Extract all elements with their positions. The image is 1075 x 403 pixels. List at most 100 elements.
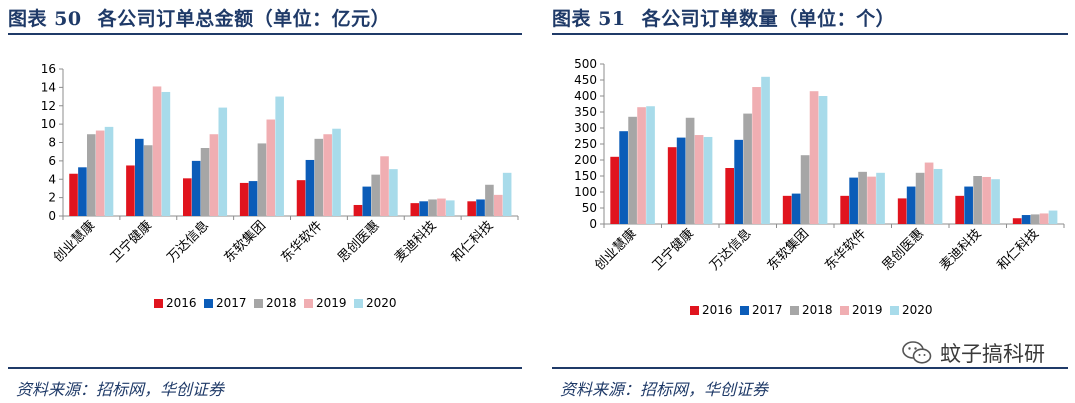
- legend-swatch-2016: [154, 299, 163, 308]
- x-tick-label: 万达信息: [164, 218, 212, 266]
- bar-2020-东华软件: [332, 128, 341, 216]
- x-tick-label: 东华软件: [278, 218, 325, 265]
- bar-2018-万达信息: [743, 113, 752, 224]
- legend-swatch-2019: [840, 306, 849, 315]
- bar-2016-思创医惠: [353, 204, 363, 216]
- bar-2017-思创医惠: [906, 186, 916, 224]
- bar-2018-东软集团: [257, 143, 267, 216]
- bar-2020-思创医惠: [389, 169, 398, 216]
- watermark-text: 蚊子搞科研: [940, 342, 1045, 366]
- x-tick-label: 和仁科技: [449, 218, 496, 265]
- right-panel: 图表 51 各公司订单数量（单位：个） 0 50 100 150 200 250 300 35…: [552, 0, 1068, 403]
- bar-2019-万达信息: [209, 134, 219, 216]
- bar-2020-和仁科技: [502, 172, 512, 216]
- x-tick-label: 麦迪科技: [392, 218, 439, 265]
- bar-2019-卫宁健康: [152, 86, 162, 216]
- legend-swatch-2020: [890, 306, 899, 315]
- bar-2017-东软集团: [248, 181, 258, 216]
- right-chart: 0 50 100 150 200 250 300 350 400 450 500 创业慧康 卫宁健康 万达…: [574, 57, 1065, 317]
- x-tick-label: 东软集团: [764, 226, 812, 274]
- bar-2017-和仁科技: [476, 199, 485, 216]
- bar-2017-麦迪科技: [964, 186, 973, 224]
- bar-2018-东华软件: [858, 171, 867, 224]
- y-tick-label: 6: [48, 154, 56, 168]
- x-tick-label: 东华软件: [822, 226, 869, 273]
- bar-2019-和仁科技: [1039, 213, 1049, 224]
- x-tick-label: 创业慧康: [50, 218, 98, 266]
- bar-2016-卫宁健康: [667, 147, 677, 224]
- left-chart: 0 2 4 6 8 10 12 14 16 创业慧康 卫宁健康 万达信息 东软集团 东华软件 思创医惠 麦迪科…: [41, 62, 519, 310]
- legend-label-2019: 2019: [852, 303, 883, 317]
- bar-2019-东软集团: [266, 119, 276, 216]
- y-tick-label: 0: [48, 209, 56, 223]
- bar-2017-东软集团: [791, 193, 801, 224]
- x-tick-label: 和仁科技: [995, 226, 1042, 273]
- bar-2019-思创医惠: [924, 162, 934, 224]
- y-tick-label: 14: [41, 80, 56, 94]
- bar-2016-东软集团: [782, 195, 792, 224]
- left-title-rule: [8, 33, 522, 35]
- bar-2020-创业慧康: [646, 106, 655, 224]
- right-bottom-rule: [552, 367, 1068, 369]
- y-tick-label: 16: [41, 62, 56, 76]
- bar-2018-麦迪科技: [428, 199, 437, 216]
- bar-2017-万达信息: [191, 160, 201, 216]
- bar-2019-创业慧康: [637, 107, 646, 224]
- bar-2019-东华软件: [323, 134, 332, 216]
- bar-2016-和仁科技: [467, 201, 476, 216]
- right-figure-label: 图表 51: [552, 7, 626, 30]
- bar-2016-麦迪科技: [955, 195, 964, 224]
- bar-2016-万达信息: [183, 178, 192, 216]
- y-tick-label: 200: [574, 153, 597, 167]
- bar-2018-和仁科技: [485, 184, 494, 216]
- bar-2017-卫宁健康: [676, 137, 686, 224]
- bar-2016-万达信息: [725, 168, 734, 224]
- bar-2020-东华软件: [876, 172, 885, 224]
- bar-2020-卫宁健康: [161, 91, 171, 216]
- legend-label-2017: 2017: [216, 296, 247, 310]
- bar-2018-东软集团: [800, 155, 810, 224]
- bar-2019-创业慧康: [95, 130, 105, 216]
- bar-2017-卫宁健康: [135, 138, 144, 216]
- bar-2019-万达信息: [752, 87, 761, 224]
- y-tick-label: 8: [48, 136, 56, 150]
- bar-2016-思创医惠: [897, 198, 907, 224]
- bar-2019-思创医惠: [380, 156, 389, 216]
- bar-2017-创业慧康: [619, 131, 628, 224]
- bar-2016-东华软件: [840, 195, 849, 224]
- bar-2017-和仁科技: [1021, 215, 1031, 224]
- left-panel: 图表 50 各公司订单总金额（单位：亿元） 0 2 4 6 8 10 12 14 16 创业慧康卫…: [8, 0, 522, 403]
- bar-2018-卫宁健康: [685, 117, 695, 224]
- y-tick-label: 12: [41, 99, 56, 113]
- bar-2018-卫宁健康: [143, 145, 153, 216]
- bar-2020-东软集团: [275, 96, 284, 216]
- legend-label-2018: 2018: [802, 303, 833, 317]
- legend-swatch-2016: [690, 306, 699, 315]
- left-bottom-rule: [8, 367, 522, 369]
- bar-2016-麦迪科技: [410, 203, 420, 216]
- bar-2017-麦迪科技: [419, 201, 428, 216]
- x-tick-label: 创业慧康: [591, 226, 639, 274]
- legend-label-2017: 2017: [752, 303, 783, 317]
- bar-2018-万达信息: [200, 148, 210, 216]
- legend-label-2016: 2016: [702, 303, 733, 317]
- right-title-row: 图表 51 各公司订单数量（单位：个）: [552, 4, 895, 30]
- bar-2018-东华软件: [314, 138, 324, 216]
- right-source-note: 资料来源：招标网，华创证券: [560, 380, 769, 399]
- right-figure-title: 各公司订单数量（单位：个）: [641, 7, 896, 30]
- left-source-note: 资料来源：招标网，华创证券: [16, 380, 225, 399]
- y-tick-label: 400: [574, 89, 597, 103]
- y-tick-label: 100: [574, 185, 597, 199]
- y-tick-label: 500: [574, 57, 597, 71]
- bar-2016-东华软件: [296, 180, 306, 216]
- bar-2020-麦迪科技: [991, 179, 1000, 224]
- bar-2016-和仁科技: [1012, 218, 1022, 224]
- y-tick-label: 2: [48, 191, 56, 205]
- bar-2019-麦迪科技: [982, 176, 991, 224]
- bar-2017-思创医惠: [362, 186, 372, 216]
- legend-swatch-2020: [354, 299, 363, 308]
- bar-2020-万达信息: [761, 76, 770, 224]
- bar-2016-创业慧康: [69, 173, 78, 216]
- bar-2019-和仁科技: [493, 194, 503, 216]
- bar-2018-麦迪科技: [973, 176, 982, 224]
